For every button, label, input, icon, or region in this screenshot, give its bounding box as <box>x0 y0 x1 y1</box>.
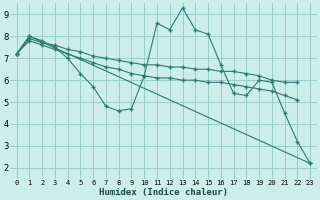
X-axis label: Humidex (Indice chaleur): Humidex (Indice chaleur) <box>99 188 228 197</box>
